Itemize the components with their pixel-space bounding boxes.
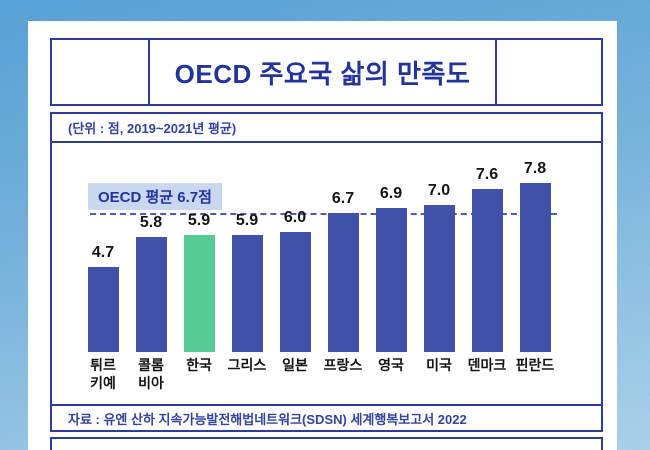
bar-category-label: 영국: [378, 357, 404, 373]
bar: [423, 205, 455, 352]
bars-row: 4.7 5.8 5.9 5.9 6.0 6.7 6.9 7.0 7.6 7.8: [80, 143, 558, 352]
bar-column-0: 4.7: [80, 244, 126, 352]
source-note: 자료 : 유엔 산하 지속가능발전해법네트워크(SDSN) 세계행복보고서 20…: [68, 411, 467, 427]
oecd-average-badge: OECD 평균 6.7점: [88, 183, 222, 210]
bar-value-label: 7.8: [523, 160, 547, 177]
bar-value-label: 6.9: [379, 185, 403, 202]
bar: [471, 189, 503, 352]
bar-value-label: 5.9: [235, 212, 259, 229]
bar-value-label: 4.7: [91, 244, 115, 261]
footer-empty-row: [50, 437, 603, 450]
bar-column-4: 6.0: [272, 209, 318, 352]
header-cell-right: [495, 40, 601, 104]
bar-category-label: 한국: [186, 357, 212, 373]
labels-row: 튀르 키예 콜롬 비아 한국 그리스 일본 프랑스 영국 미국 덴마크 핀란드: [80, 357, 558, 392]
bar-highlighted: [183, 235, 215, 352]
bar: [231, 235, 263, 352]
bar-category-label: 덴마크: [467, 357, 507, 373]
bar-value-label: 7.0: [427, 182, 451, 199]
page-title: OECD 주요국 삶의 만족도: [174, 58, 471, 89]
bar-category-label: 튀르 키예: [90, 357, 116, 391]
bar-column-1: 5.8: [128, 214, 174, 352]
bar-value-label: 6.7: [331, 190, 355, 207]
source-note-row: 자료 : 유엔 산하 지속가능발전해법네트워크(SDSN) 세계행복보고서 20…: [50, 404, 603, 432]
bar-category-label: 그리스: [227, 357, 267, 373]
bar-column-6: 6.9: [368, 185, 414, 352]
bar-category-label: 핀란드: [515, 357, 555, 373]
bar-column-3: 5.9: [224, 212, 270, 352]
bar-column-7: 7.0: [416, 182, 462, 352]
bar: [135, 237, 167, 352]
header-cell-title: OECD 주요국 삶의 만족도: [150, 40, 495, 104]
bar: [327, 213, 359, 352]
bar-category-label: 콜롬 비아: [138, 357, 164, 391]
bar-value-label: 5.8: [139, 214, 163, 231]
bar: [375, 208, 407, 352]
bar-category-label: 일본: [282, 357, 308, 373]
bar-category-label: 미국: [426, 357, 452, 373]
bar-category-label: 프랑스: [323, 357, 363, 373]
average-dashed-line: [90, 213, 557, 215]
chart-area: OECD 평균 6.7점 4.7 5.8 5.9 5.9 6.0 6.7 6.9 7.0 7.6…: [50, 141, 603, 406]
bar: [87, 267, 119, 352]
bar-value-label: 7.6: [475, 166, 499, 183]
bar-value-label: 6.0: [283, 209, 307, 226]
bar-column-9: 7.8: [512, 160, 558, 352]
bar: [279, 232, 311, 352]
infographic-card: OECD 주요국 삶의 만족도 (단위 : 점, 2019~2021년 평균) …: [28, 21, 617, 450]
chart-plot: OECD 평균 6.7점 4.7 5.8 5.9 5.9 6.0 6.7 6.9 7.0 7.6…: [52, 143, 601, 404]
bar-value-label: 5.9: [187, 212, 211, 229]
unit-note-row: (단위 : 점, 2019~2021년 평균): [50, 112, 603, 143]
bar-column-5: 6.7: [320, 190, 366, 352]
unit-note: (단위 : 점, 2019~2021년 평균): [68, 121, 237, 136]
header-cell-left: [52, 40, 150, 104]
bar: [519, 183, 551, 352]
header-row: OECD 주요국 삶의 만족도: [50, 38, 603, 106]
bar-column-8: 7.6: [464, 166, 510, 352]
bar-column-2: 5.9: [176, 212, 222, 352]
